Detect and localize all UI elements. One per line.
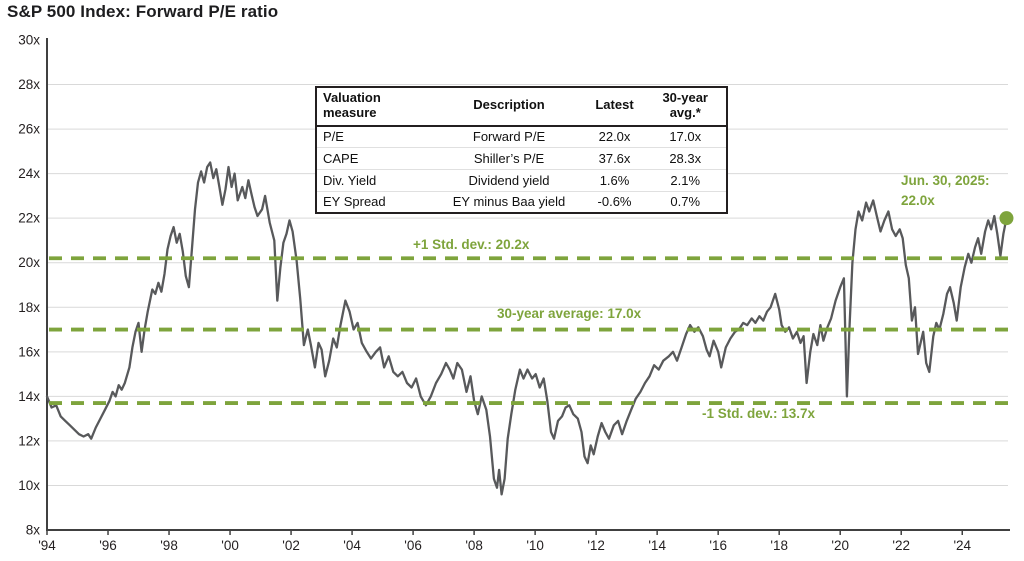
y-tick-label: 26x	[18, 122, 40, 137]
avg-cell: 2.1%	[644, 169, 727, 192]
latest-cell: -0.6%	[584, 190, 645, 214]
header-latest: Latest	[584, 87, 645, 127]
y-tick-label: 22x	[18, 211, 40, 226]
x-tick-label: '12	[587, 538, 605, 553]
y-tick-label: 14x	[18, 389, 40, 404]
latest-value-annotation: Jun. 30, 2025: 22.0x	[901, 171, 990, 212]
y-tick-label: 20x	[18, 255, 40, 270]
header-30-year-avg: 30-year avg.*	[644, 87, 727, 127]
axes	[46, 38, 1010, 531]
y-tick-label: 10x	[18, 478, 40, 493]
latest-cell: 1.6%	[584, 169, 645, 192]
table-row: P/E Forward P/E 22.0x 17.0x	[316, 126, 727, 148]
description-cell: Forward P/E	[472, 129, 546, 145]
x-tick-label: '98	[160, 538, 178, 553]
x-tick-label: '96	[99, 538, 117, 553]
plus-std-dev-annotation: +1 Std. dev.: 20.2x	[413, 237, 530, 252]
table-row: Div. Yield Dividend yield 1.6% 2.1%	[316, 169, 727, 192]
latest-cell: 37.6x	[584, 147, 645, 170]
header-description: Description	[433, 87, 585, 127]
x-tick-label: '94	[38, 538, 56, 553]
y-tick-label: 16x	[18, 344, 40, 359]
y-tick-label: 8x	[26, 523, 41, 538]
measure-cell: EY Spread	[316, 190, 434, 214]
y-tick-label: 24x	[18, 166, 40, 181]
y-axis-labels: 8x 10x 12x 14x 16x 18x 20x 22x 24x 26x 28x 30x	[18, 33, 40, 538]
description-cell: Dividend yield	[433, 169, 585, 192]
forward-pe-series-line	[45, 161, 1008, 496]
x-tick-label: '10	[526, 538, 544, 553]
y-tick-label: 12x	[18, 433, 40, 448]
x-tick-label: '14	[648, 538, 666, 553]
latest-value-label: 22.0x	[901, 193, 935, 209]
x-tick-label: '02	[282, 538, 300, 553]
average-annotation: 30-year average: 17.0x	[497, 306, 642, 321]
x-tick-label: '24	[953, 538, 971, 553]
header-valuation-measure: Valuation measure	[316, 87, 434, 127]
x-tick-label: '06	[404, 538, 422, 553]
measure-cell: Div. Yield	[316, 169, 434, 192]
table-row: EY Spread EY minus Baa yield -0.6% 0.7%	[316, 190, 727, 214]
x-tick-label: '20	[831, 538, 849, 553]
latest-date-label: Jun. 30, 2025:	[901, 173, 990, 188]
y-tick-label: 30x	[18, 33, 40, 48]
latest-cell: 22.0x	[598, 129, 631, 145]
measure-cell: P/E	[323, 129, 344, 145]
x-tick-label: '16	[709, 538, 727, 553]
description-cell: Shiller’s P/E	[433, 147, 585, 170]
x-tick-label: '04	[343, 538, 361, 553]
x-tick-label: '00	[221, 538, 239, 553]
y-tick-label: 18x	[18, 300, 40, 315]
avg-cell: 28.3x	[644, 147, 727, 170]
table-header-row: Valuation measure Description Latest 30-…	[316, 87, 727, 127]
y-tick-label: 28x	[18, 77, 40, 92]
table-row: CAPE Shiller’s P/E 37.6x 28.3x	[316, 147, 727, 170]
description-cell: EY minus Baa yield	[433, 190, 585, 214]
avg-cell: 17.0x	[669, 129, 702, 145]
measure-cell: CAPE	[316, 147, 434, 170]
x-axis-labels: '94 '96 '98 '00 '02 '04 '06 '08 '10 '12 '14 '16 '18 '…	[38, 530, 972, 553]
latest-point-marker	[999, 211, 1014, 226]
x-tick-label: '08	[465, 538, 483, 553]
minus-std-dev-annotation: -1 Std. dev.: 13.7x	[702, 406, 816, 421]
avg-cell: 0.7%	[644, 190, 727, 214]
x-tick-label: '18	[770, 538, 788, 553]
page-title: S&P 500 Index: Forward P/E ratio	[7, 2, 279, 21]
valuation-measures-table: Valuation measure Description Latest 30-…	[315, 86, 728, 215]
x-tick-label: '22	[892, 538, 910, 553]
